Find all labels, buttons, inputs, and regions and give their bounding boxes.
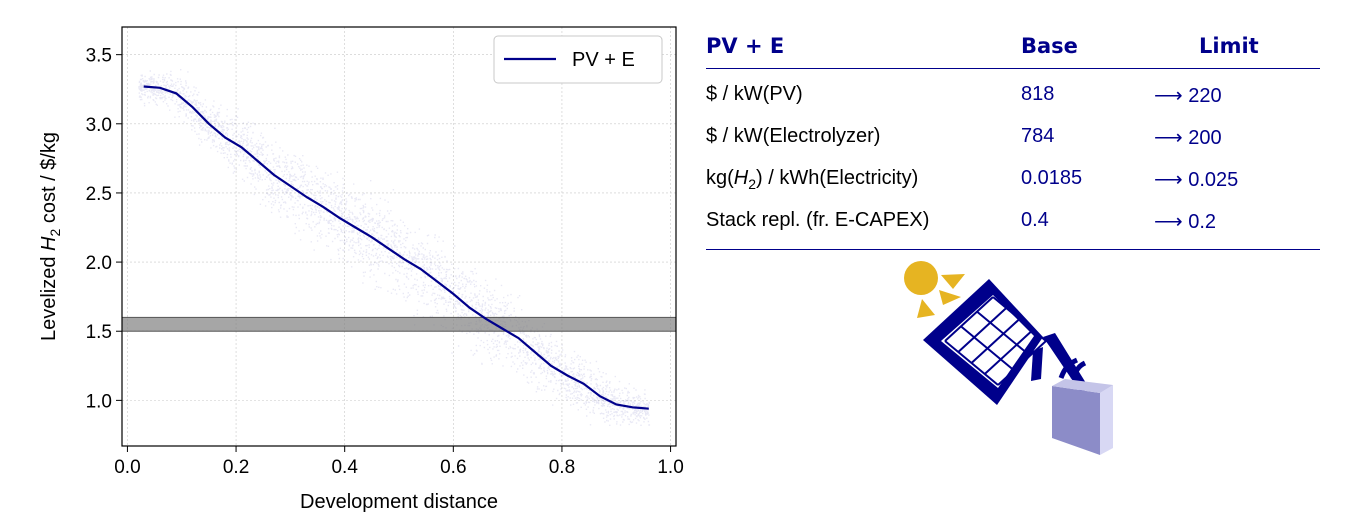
param-label: $ / kW(Electrolyzer) bbox=[706, 125, 881, 147]
panel-cell-line bbox=[944, 340, 999, 386]
panel-cell-line bbox=[960, 325, 1015, 372]
table-row: Stack repl. (fr. E-CAPEX) 0.4 ⟶ 0.2 bbox=[706, 195, 1320, 237]
y-axis-title: Levelized H2 cost / $/kg bbox=[38, 132, 63, 341]
base-value: 0.0185 bbox=[1021, 167, 1083, 189]
grid-layer bbox=[122, 27, 676, 446]
x-tick-label: 0.4 bbox=[331, 457, 358, 478]
limit-value: ⟶ 200 bbox=[1154, 127, 1222, 149]
plot-frame bbox=[121, 26, 677, 447]
panel-cell-line bbox=[976, 310, 1031, 357]
table-header: PV + E Base Limit bbox=[706, 30, 1320, 69]
y-tick-label: 3.0 bbox=[86, 115, 112, 136]
target-cost-band bbox=[121, 316, 677, 332]
table-row: $ / kW(PV) 818 ⟶ 220 bbox=[706, 69, 1320, 111]
electrolyzer-tank-icon bbox=[1052, 357, 1113, 455]
param-label-subscript: 2 bbox=[748, 176, 757, 192]
table-bottom-rule bbox=[706, 249, 1320, 250]
legend: PV + E bbox=[493, 35, 663, 84]
y-axis-title-suffix: cost / $/kg bbox=[38, 132, 60, 229]
header-base: Base bbox=[1021, 34, 1078, 58]
y-tick-label: 1.0 bbox=[86, 391, 112, 412]
scatter-points bbox=[138, 69, 651, 426]
y-tick-label: 3.5 bbox=[86, 46, 112, 67]
pv-electrolyzer-illustration bbox=[904, 261, 1113, 455]
x-tick-label: 0.6 bbox=[440, 457, 466, 478]
x-tick-label: 0.2 bbox=[223, 457, 249, 478]
param-label: Stack repl. (fr. E-CAPEX) bbox=[706, 209, 930, 231]
legend-label: PV + E bbox=[572, 49, 635, 71]
x-tick-label: 1.0 bbox=[657, 457, 683, 478]
panel-cell-line bbox=[957, 307, 1007, 353]
panel-cell-line bbox=[992, 296, 1047, 342]
table-row: kg(H2) / kWh(Electricity) 0.0185 ⟶ 0.025 bbox=[706, 153, 1320, 195]
limit-value: ⟶ 0.2 bbox=[1154, 211, 1217, 233]
panel-cell-line bbox=[997, 340, 1047, 386]
legend-box bbox=[493, 35, 663, 84]
param-label-symbol: H bbox=[733, 167, 749, 189]
limit-value: ⟶ 0.025 bbox=[1154, 169, 1239, 191]
limit-value: ⟶ 220 bbox=[1154, 85, 1222, 107]
y-axis-title-symbol: H bbox=[38, 236, 60, 251]
panel-cell-line bbox=[944, 296, 994, 342]
param-label-pre: kg( bbox=[706, 167, 734, 189]
param-label: kg(H2) / kWh(Electricity) bbox=[706, 167, 918, 192]
solar-panel-icon bbox=[923, 279, 1089, 405]
panel-cell-line bbox=[970, 318, 1021, 364]
x-tick-label: 0.0 bbox=[114, 457, 140, 478]
panel-cells bbox=[944, 296, 1047, 386]
header-scenario: PV + E bbox=[706, 34, 785, 58]
base-value: 784 bbox=[1021, 125, 1055, 147]
y-tick-label: 2.0 bbox=[86, 253, 112, 274]
header-limit: Limit bbox=[1199, 34, 1259, 58]
cost-chart: 0.0 0.2 0.4 0.6 0.8 1.0 1.0 1.5 2.0 2.5 3.0 3.5 Dev… bbox=[38, 26, 684, 513]
parameter-table: PV + E Base Limit $ / kW(PV) 818 ⟶ 220 $… bbox=[706, 30, 1320, 250]
x-axis-title: Development distance bbox=[300, 491, 498, 513]
base-value: 0.4 bbox=[1021, 209, 1049, 231]
y-axis-title-prefix: Levelized bbox=[38, 251, 60, 341]
panel-cell-line bbox=[984, 329, 1034, 375]
base-value: 818 bbox=[1021, 83, 1055, 105]
y-tick-label: 2.5 bbox=[86, 184, 112, 205]
sun-icon bbox=[904, 261, 965, 318]
tick-layer: 0.0 0.2 0.4 0.6 0.8 1.0 1.0 1.5 2.0 2.5 3.0 3.5 bbox=[86, 46, 684, 478]
param-label: $ / kW(PV) bbox=[706, 83, 803, 105]
series-line-pv-e bbox=[143, 85, 649, 410]
param-label-post: ) / kWh(Electricity) bbox=[756, 167, 919, 189]
scatter-cloud bbox=[138, 69, 651, 426]
x-tick-label: 0.8 bbox=[549, 457, 575, 478]
y-tick-label: 1.5 bbox=[86, 322, 112, 343]
y-axis-title-subscript: 2 bbox=[47, 229, 63, 237]
table-row: $ / kW(Electrolyzer) 784 ⟶ 200 bbox=[706, 111, 1320, 153]
